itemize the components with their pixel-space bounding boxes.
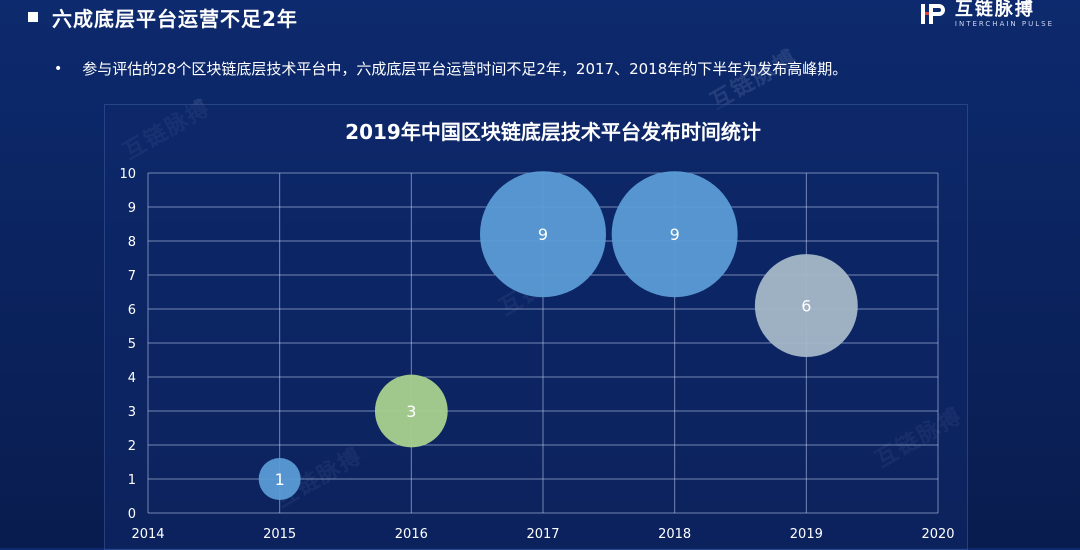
y-tick-label: 6 — [128, 303, 136, 318]
y-tick-label: 10 — [119, 167, 136, 182]
y-tick-label: 7 — [128, 269, 136, 284]
chart-title: 2019年中国区块链底层技术平台发布时间统计 — [345, 120, 761, 144]
bubble-2017 — [480, 171, 606, 298]
bubble-label-2016: 3 — [406, 402, 416, 421]
y-tick-label: 0 — [128, 507, 136, 522]
y-tick-label: 5 — [128, 337, 136, 352]
summary-bullet: • 参与评估的28个区块链底层技术平台中，六成底层平台运营时间不足2年，2017… — [54, 58, 847, 79]
page-header: 六成底层平台运营不足2年 — [28, 4, 298, 31]
x-tick-label: 2015 — [263, 527, 296, 542]
y-tick-label: 9 — [128, 201, 136, 216]
x-tick-label: 2014 — [131, 527, 164, 542]
bubble-2018 — [611, 171, 738, 298]
bubble-label-2015: 1 — [275, 470, 285, 489]
page-title: 六成底层平台运营不足2年 — [52, 6, 298, 31]
x-tick-label: 2016 — [395, 527, 428, 542]
x-tick-label: 2017 — [526, 527, 559, 542]
y-tick-label: 4 — [128, 371, 136, 386]
y-tick-label: 2 — [128, 439, 136, 454]
bubble-label-2018: 9 — [670, 225, 680, 244]
y-tick-label: 3 — [128, 405, 136, 420]
interchain-pulse-logo-icon — [920, 4, 945, 24]
summary-text: 参与评估的28个区块链底层技术平台中，六成底层平台运营时间不足2年，2017、2… — [82, 60, 848, 78]
bubble-2016 — [374, 374, 448, 448]
x-tick-label: 2019 — [790, 527, 823, 542]
bubble-label-2017: 9 — [538, 225, 548, 244]
bubble-2015 — [258, 458, 301, 500]
logo-chinese-name: 互链脉搏 — [954, 0, 1035, 20]
logo-english-name: INTERCHAIN PULSE — [954, 20, 1054, 28]
bubble-label-2019: 6 — [801, 297, 811, 316]
y-tick-label: 8 — [128, 235, 136, 250]
y-tick-label: 1 — [128, 473, 136, 488]
bubble-2019 — [754, 254, 858, 358]
x-tick-label: 2018 — [658, 527, 691, 542]
brand-logo: 互链脉搏 INTERCHAIN PULSE — [919, 0, 1054, 28]
bullet-dot: • — [54, 60, 63, 77]
title-bullet-square — [28, 12, 38, 22]
x-tick-label: 2020 — [921, 527, 954, 542]
